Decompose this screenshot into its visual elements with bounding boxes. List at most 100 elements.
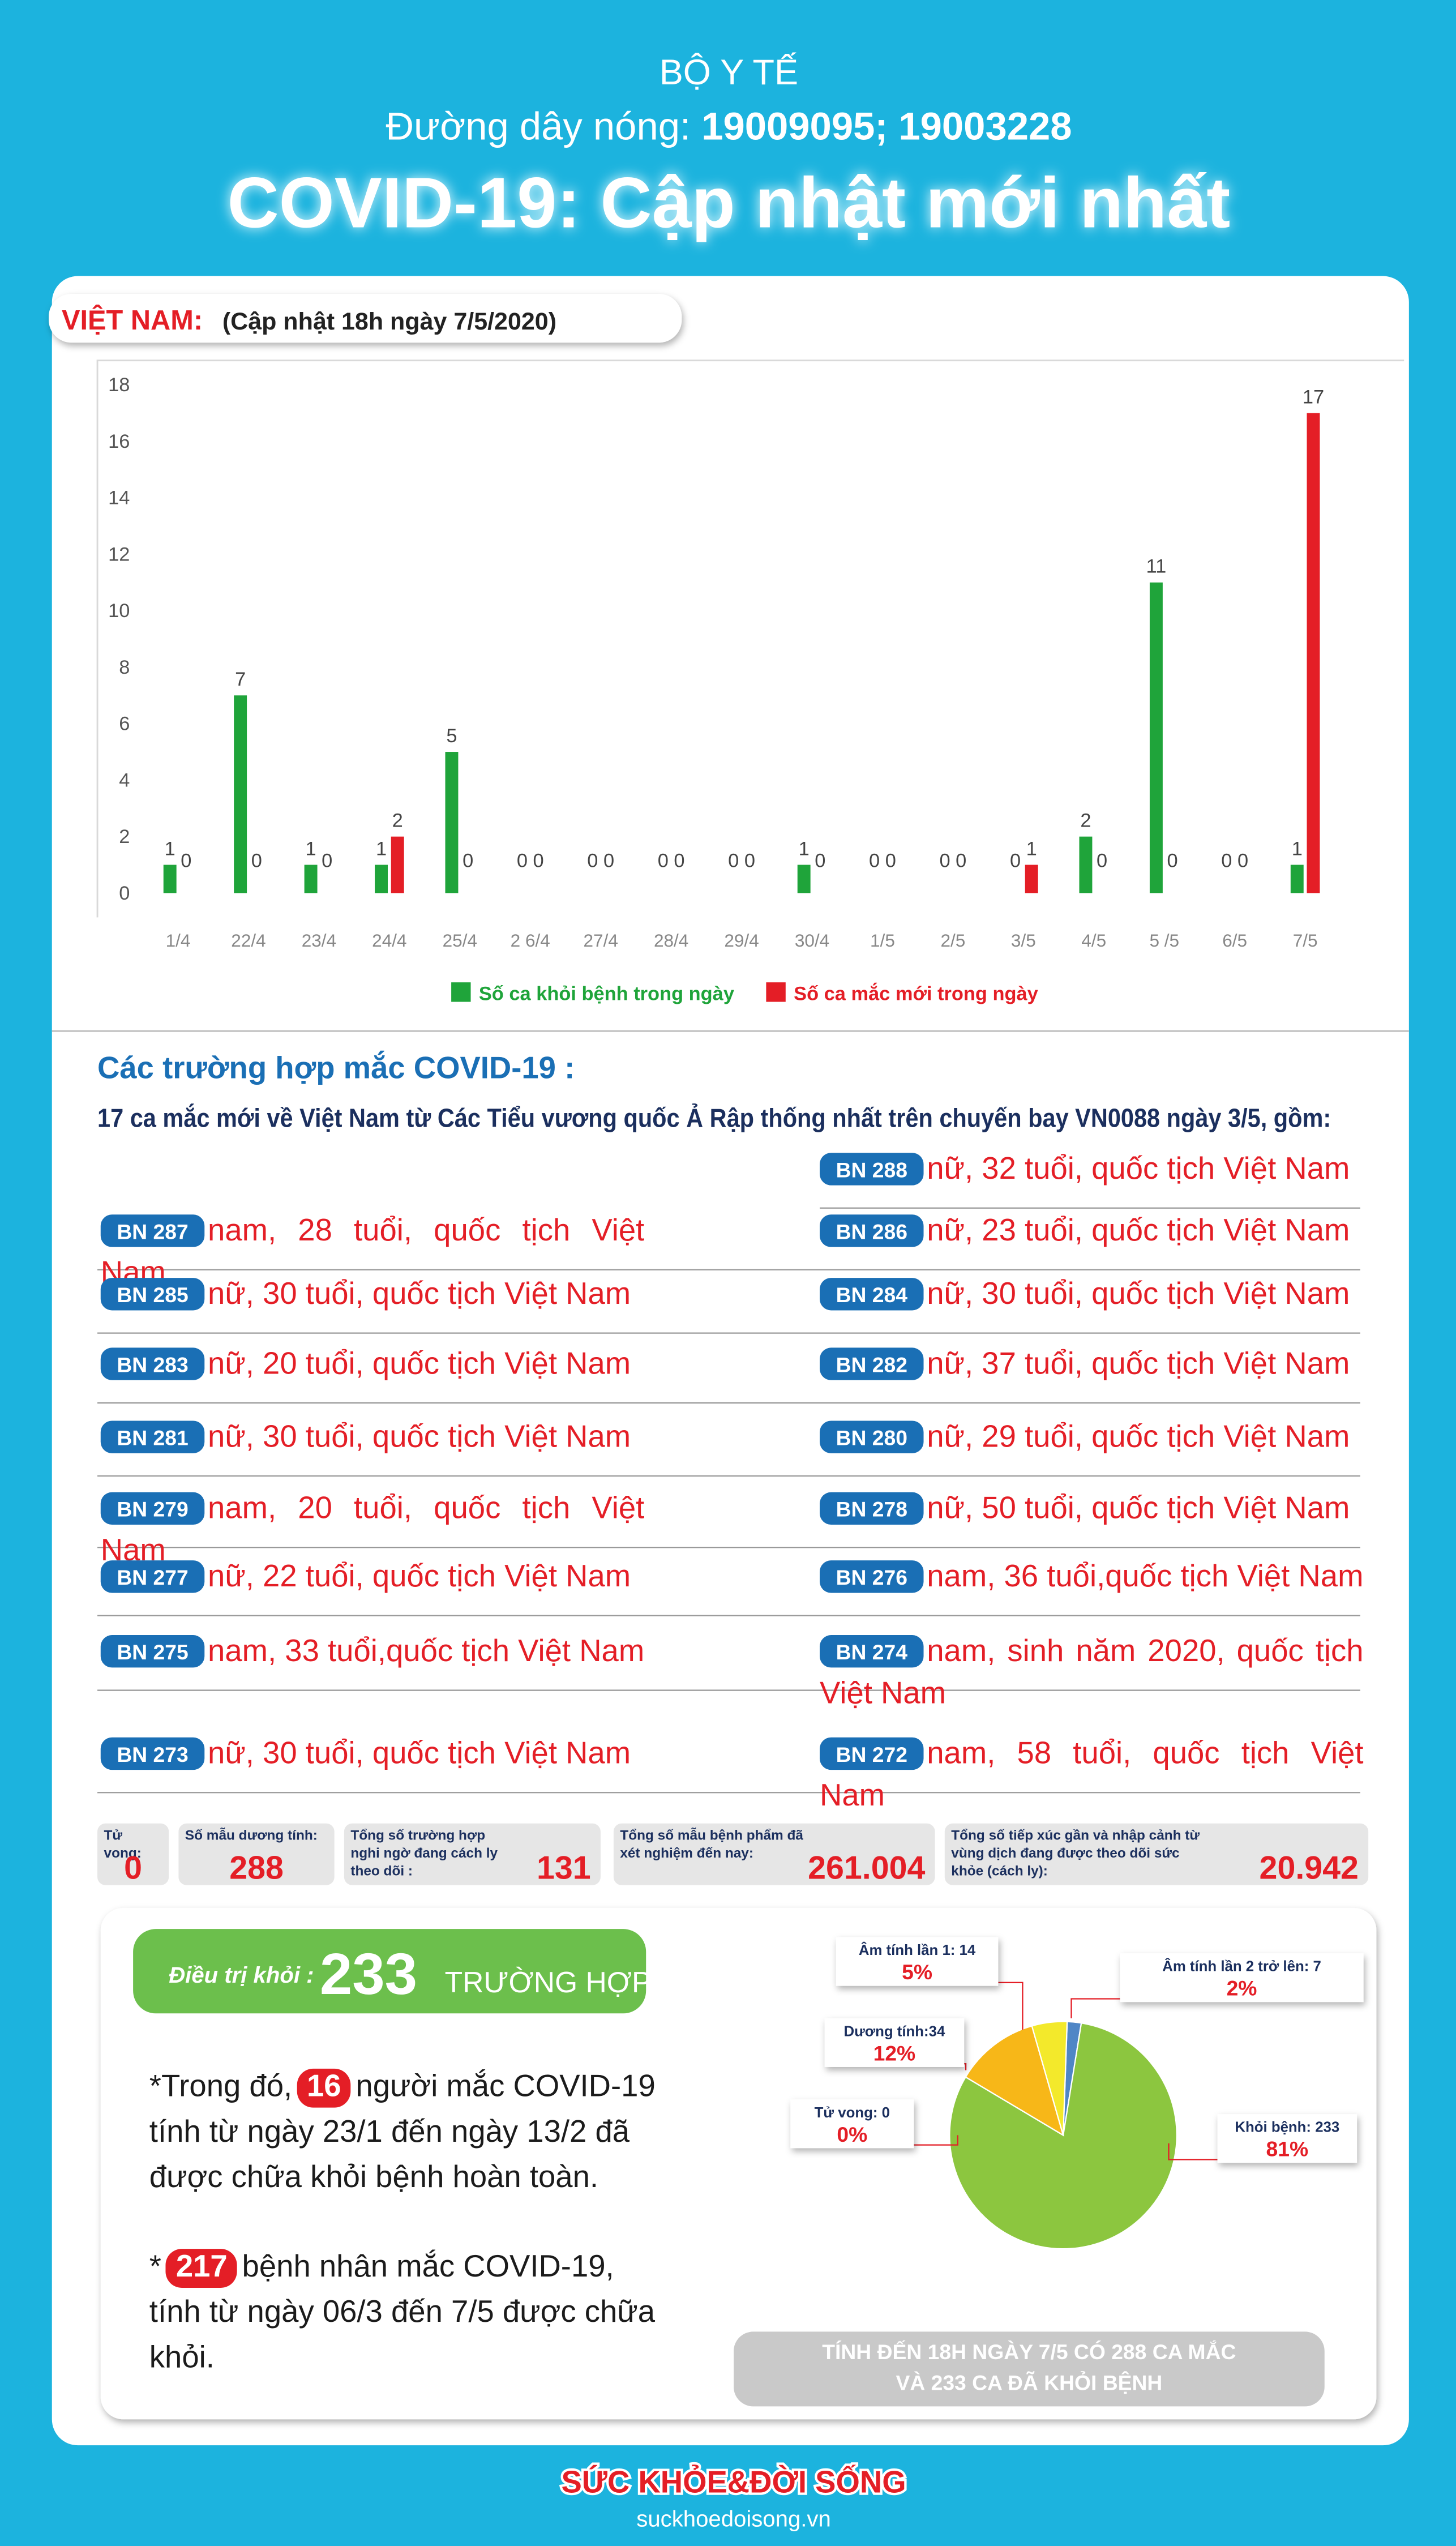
case-desc: nam, sinh năm 2020, quốc tịch Việt Nam (820, 1635, 1364, 1711)
data-label: 0 (940, 850, 950, 872)
legend-swatch (451, 982, 471, 1002)
stat-box (97, 1823, 169, 1885)
case-badge (100, 1214, 205, 1247)
case-desc-box: nam, sinh năm 2020, quốc tịch Việt Nam (820, 1635, 1364, 1711)
case-id: BN 281 (117, 1426, 188, 1450)
case-id: BN 279 (117, 1497, 188, 1521)
case-desc: nam, 33 tuổi,quốc tịch Việt Nam (208, 1635, 645, 1670)
data-label: 0 (251, 850, 262, 872)
footer-logo: SỨC KHỎE&ĐỜI SỐNG (561, 2464, 906, 2499)
bar (445, 752, 459, 893)
case-desc: nữ, 30 tuổi, quốc tịch Việt Nam (927, 1278, 1350, 1312)
pie-slice (1031, 2021, 1068, 2136)
data-label: 0 (517, 850, 528, 872)
data-label: 0 (869, 850, 880, 872)
chart-frame (96, 360, 1404, 918)
y-tick-label: 12 (108, 544, 130, 565)
y-tick-label: 4 (119, 769, 130, 791)
x-tick-label: 27/4 (584, 930, 618, 951)
case-badge (820, 1153, 924, 1186)
case-desc-box: nữ, 30 tuổi, quốc tịch Việt Nam (208, 1278, 631, 1312)
case-id: BN 287 (117, 1219, 188, 1243)
org-name: BỘ Y TẾ (660, 52, 798, 92)
case-badge (820, 1560, 924, 1593)
case-id: BN 284 (836, 1283, 908, 1307)
bar (1079, 836, 1093, 893)
note-number: 16 (297, 2068, 351, 2108)
data-label: 0 (587, 850, 598, 872)
data-label: 0 (885, 850, 896, 872)
stat-value: 0 (124, 1850, 142, 1886)
pie-label-box (1120, 1953, 1364, 2002)
case-desc-box: nữ, 20 tuổi, quốc tịch Việt Nam (208, 1347, 631, 1382)
case-badge (820, 1420, 924, 1453)
legend-label: Số ca khỏi bệnh trong ngày (479, 983, 734, 1005)
leader-line (964, 2063, 967, 2070)
x-tick-label: 5 /5 (1149, 930, 1179, 951)
data-label: 0 (463, 850, 473, 872)
case-id: BN 280 (836, 1426, 907, 1450)
case-desc: nam, 36 tuổi,quốc tịch Việt Nam (927, 1560, 1364, 1595)
recovery-label: Điều trị khỏi : (169, 1962, 314, 1988)
x-tick-label: 1/4 (166, 930, 191, 951)
case-desc-box: nam, 20 tuổi, quốc tịch Việt Nam (101, 1492, 645, 1569)
case-desc-box: nam, 33 tuổi,quốc tịch Việt Nam (208, 1635, 645, 1670)
pie-percent: 5% (902, 1960, 932, 1984)
cases-title: Các trường hợp mắc COVID-19 : (97, 1050, 575, 1085)
case-desc: nữ, 29 tuổi, quốc tịch Việt Nam (927, 1420, 1350, 1455)
x-tick-label: 30/4 (795, 930, 829, 951)
data-label: 0 (1097, 850, 1107, 872)
data-label: 2 (1080, 810, 1091, 831)
case-desc-box: nữ, 50 tuổi, quốc tịch Việt Nam (927, 1492, 1350, 1526)
y-tick-label: 14 (108, 487, 130, 509)
case-desc: nam, 58 tuổi, quốc tịch Việt Nam (820, 1737, 1364, 1814)
pie-percent: 0% (837, 2123, 867, 2146)
y-tick-label: 6 (119, 713, 130, 735)
data-label: 0 (815, 850, 825, 872)
case-desc-box: nam, 28 tuổi, quốc tịch Việt Nam (101, 1214, 645, 1291)
data-label: 0 (1010, 850, 1021, 872)
case-badge (820, 1737, 924, 1770)
case-id: BN 288 (836, 1158, 907, 1182)
case-desc-box: nữ, 30 tuổi, quốc tịch Việt Nam (208, 1738, 631, 1771)
case-desc: nữ, 20 tuổi, quốc tịch Việt Nam (208, 1347, 631, 1382)
bar (1290, 865, 1304, 893)
cases-intro: 17 ca mắc mới về Việt Nam từ Các Tiểu vư… (97, 1103, 1331, 1132)
data-label: 1 (799, 838, 810, 859)
data-label: 0 (744, 850, 755, 872)
case-desc-box: nữ, 30 tuổi, quốc tịch Việt Nam (208, 1420, 631, 1454)
pie-slice (965, 2025, 1065, 2137)
x-tick-label: 2/5 (940, 930, 965, 951)
y-tick-label: 18 (108, 374, 130, 396)
stat-value: 288 (229, 1850, 284, 1886)
footer-site: suckhoedoisong.vn (636, 2506, 830, 2532)
recovery-pill (133, 1929, 646, 2014)
case-desc-box: nữ, 22 tuổi, quốc tịch Việt Nam (208, 1560, 631, 1594)
y-tick-label: 16 (108, 431, 130, 452)
case-desc-box: nam, 58 tuổi, quốc tịch Việt Nam (820, 1737, 1364, 1814)
pie-category: Dương tính:34 (843, 2023, 945, 2039)
pie-label-box (836, 1937, 999, 1986)
pie-label-box (1217, 2114, 1357, 2163)
data-label: 1 (1292, 838, 1303, 859)
data-label: 0 (956, 850, 966, 872)
x-tick-label: 2 6/4 (511, 930, 550, 951)
data-label: 1 (1026, 838, 1037, 859)
x-tick-label: 25/4 (443, 930, 477, 951)
data-label: 0 (322, 850, 332, 872)
x-tick-label: 7/5 (1293, 930, 1318, 951)
case-id: BN 276 (836, 1565, 907, 1589)
case-id: BN 273 (117, 1743, 188, 1766)
stat-label-box: Tổng số mẫu bệnh phẩm đã xét nghiệm đến … (620, 1826, 803, 1861)
case-desc: nữ, 50 tuổi, quốc tịch Việt Nam (927, 1492, 1350, 1526)
case-badge (100, 1420, 205, 1453)
pie-category: Âm tính lần 1: 14 (859, 1941, 976, 1958)
bar (1149, 582, 1163, 893)
stat-label: Tổng số mẫu bệnh phẩm đã xét nghiệm đến … (620, 1826, 803, 1861)
x-tick-label: 24/4 (372, 930, 406, 951)
note: *Trong đó, 16 người mắc COVID-19 tính từ n… (149, 2065, 669, 2202)
pie-percent: 12% (873, 2041, 916, 2065)
data-label: 1 (165, 838, 175, 859)
stat-label-box: Tổng số trường hợp nghi ngờ đang cách ly… (350, 1826, 498, 1879)
